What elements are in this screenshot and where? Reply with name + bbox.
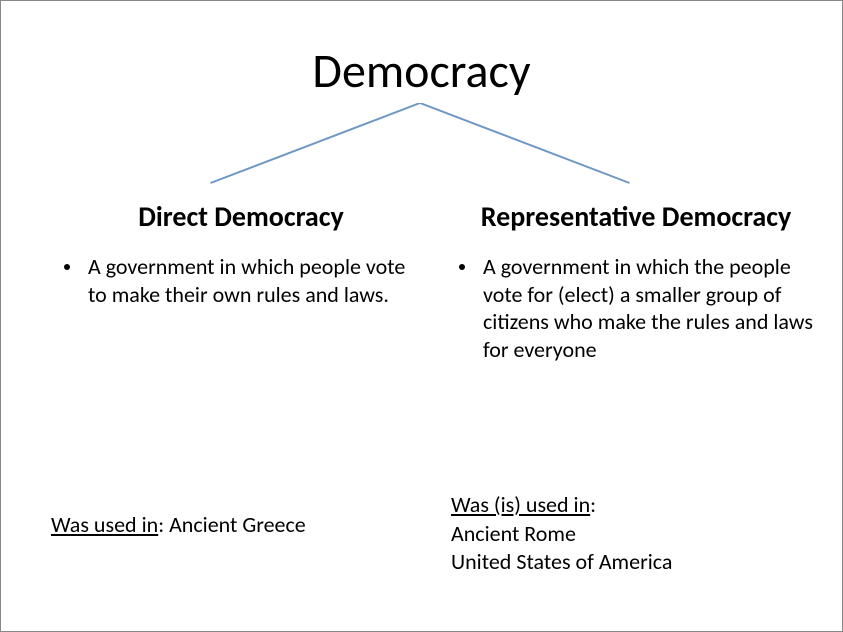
branch-left-usage-item: Ancient Greece [169, 511, 306, 538]
branch-right-bullet-text: A government in which the people vote fo… [483, 253, 821, 363]
branch-left-bullet-text: A government in which people vote to mak… [88, 253, 426, 308]
branch-right-bullet: A government in which the people vote fo… [451, 253, 821, 363]
bullet-icon [64, 264, 70, 270]
diagram-title: Democracy [1, 41, 842, 100]
branch-right-usage-item: United States of America [451, 548, 672, 577]
branch-left: Direct Democracy A government in which p… [56, 201, 426, 308]
branch-left-bullet: A government in which people vote to mak… [56, 253, 426, 308]
branch-left-heading: Direct Democracy [56, 201, 426, 233]
connector-right-line [420, 103, 630, 183]
branch-right-heading: Representative Democracy [451, 201, 821, 233]
branch-right-usage: Was (is) used in: Ancient Rome United St… [451, 491, 672, 577]
colon: : [158, 511, 169, 538]
branch-left-usage: Was used in: Ancient Greece [51, 511, 306, 540]
branch-right-usage-item: Ancient Rome [451, 520, 672, 549]
branch-right-usage-label: Was (is) used in [451, 491, 590, 518]
branch-connector [1, 103, 842, 203]
bullet-icon [459, 264, 465, 270]
colon: : [590, 491, 596, 518]
branch-left-usage-label: Was used in [51, 511, 158, 538]
connector-left-line [211, 103, 421, 183]
branch-right: Representative Democracy A government in… [451, 201, 821, 363]
